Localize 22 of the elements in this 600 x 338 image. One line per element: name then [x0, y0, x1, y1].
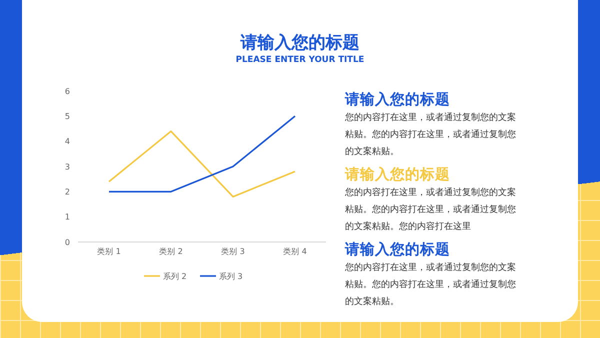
text: 请输入您的标题 — [344, 166, 450, 183]
text: 请输入您的标题 — [344, 241, 450, 258]
text: 您的内容打在这里，或者通过复制您的文案粘贴。您的内容打在这里，或者通过复制您的文案粘贴。您的内容打在这里 — [344, 187, 516, 232]
y-tick-label: 5 — [64, 112, 70, 121]
y-tick-label: 0 — [64, 238, 70, 247]
text: 您的内容打在这里，或者通过复制您的文案粘贴。您的内容打在这里，或者通过复制您的文案粘贴。 — [344, 262, 516, 307]
y-tick-label: 1 — [64, 212, 70, 222]
y-tick-label: 4 — [64, 137, 70, 146]
chart-title: 请输入您的标题 — [240, 33, 360, 53]
x-tick-label: 类别 4 — [283, 247, 307, 256]
legend-label: 系列 3 — [219, 272, 243, 281]
x-tick-label: 类别 2 — [159, 247, 183, 256]
y-tick-label: 2 — [64, 187, 70, 196]
y-tick-label: 3 — [64, 162, 70, 172]
text: 您的内容打在这里，或者通过复制您的文案粘贴。您的内容打在这里，或者通过复制您的文案粘贴。 — [344, 112, 516, 157]
text: 请输入您的标题 — [344, 91, 450, 108]
x-tick-label: 类别 3 — [221, 247, 245, 256]
y-tick-label: 6 — [64, 86, 70, 96]
legend-label: 系列 2 — [163, 272, 187, 281]
x-tick-label: 类别 1 — [97, 247, 121, 256]
line-series — [108, 130, 296, 198]
chart-subtitle: PLEASE ENTER YOUR TITLE — [236, 55, 364, 65]
